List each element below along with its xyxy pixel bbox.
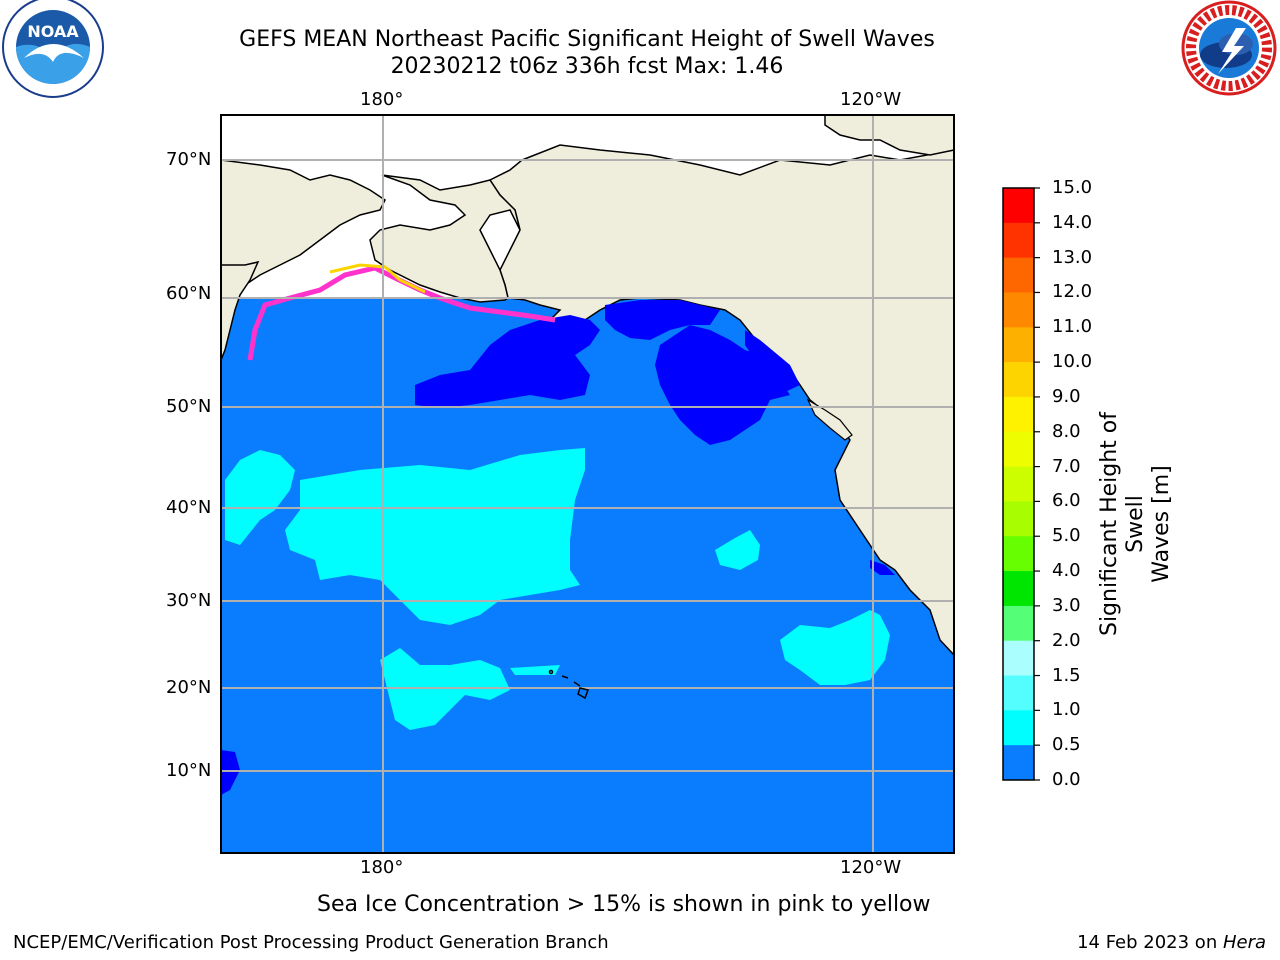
colorbar-swatch [1003, 396, 1034, 433]
colorbar-swatch [1003, 466, 1034, 502]
hawaii-islands [548, 669, 589, 700]
colorbar-frame [1002, 187, 1035, 781]
footer-host: Hera [1222, 932, 1266, 953]
colorbar [1003, 187, 1040, 781]
colorbar-tick-label: 12.0 [1052, 281, 1093, 303]
colorbar-label-line1: Significant Height of Swell [1097, 411, 1148, 637]
footer-date: 14 Feb 2023 on Hera [1077, 932, 1266, 954]
chart-title-line2: 20230212 t06z 336h fcst Max: 1.46 [390, 54, 784, 79]
colorbar-tick-label: 0.5 [1052, 734, 1081, 756]
land-alaska-west [369, 174, 521, 303]
footer-branch: NCEP/EMC/Verification Post Processing Pr… [13, 932, 609, 953]
colorbar-tick-label: 7.0 [1052, 455, 1081, 477]
footer-date-text: 14 Feb 2023 on [1077, 932, 1223, 953]
lat-label-50n: 50°N [166, 396, 212, 417]
lon-label-bottom-180: 180° [360, 857, 404, 878]
colorbar-tick-label: 4.0 [1052, 560, 1081, 582]
lat-label-60n: 60°N [166, 283, 212, 304]
colorbar-swatch [1003, 640, 1034, 677]
colorbar-swatch [1003, 362, 1034, 398]
colorbar-swatch [1003, 536, 1034, 572]
colorbar-tick-label: 2.0 [1052, 629, 1081, 651]
colorbar-swatch [1003, 501, 1034, 537]
graticule [221, 115, 954, 853]
lat-label-40n: 40°N [166, 497, 212, 518]
noaa-logo: NOAA [0, 0, 106, 100]
lon-label-bottom-120w: 120°W [840, 857, 902, 878]
lat-label-30n: 30°N [166, 590, 212, 611]
colorbar-label: Significant Height of Swell Waves [m] [1097, 400, 1175, 648]
land-kamchatka [221, 260, 260, 361]
colorbar-tick-label: 9.0 [1052, 385, 1081, 407]
colorbar-swatch [1003, 188, 1034, 224]
colorbar-tick-label: 0.0 [1052, 769, 1081, 790]
colorbar-swatch [1003, 431, 1034, 468]
colorbar-tick-label: 1.0 [1052, 699, 1081, 721]
colorbar-swatch [1003, 745, 1034, 781]
lat-label-10n: 10°N [166, 760, 212, 781]
colorbar-label-line2: Waves [m] [1149, 465, 1174, 583]
nws-logo-graphic [1181, 0, 1277, 96]
colorbar-swatch [1003, 222, 1034, 259]
colorbar-tick-label: 8.0 [1052, 420, 1081, 442]
nws-logo [1178, 0, 1280, 100]
land-vancouver-island [806, 398, 853, 441]
colorbar-swatch [1003, 605, 1034, 642]
colorbar-tick-label: 13.0 [1052, 246, 1093, 268]
colorbar-tick-label: 11.0 [1052, 316, 1093, 338]
colorbar-swatch [1003, 571, 1034, 607]
calm-patches [221, 300, 895, 795]
colorbar-swatch [1003, 675, 1034, 711]
lon-label-top-180: 180° [360, 89, 404, 110]
colorbar-swatch [1003, 292, 1034, 328]
colorbar-tick-label: 5.0 [1052, 525, 1081, 547]
swell-patches [225, 448, 890, 730]
svg-text:NOAA: NOAA [27, 22, 79, 41]
map-frame [220, 114, 955, 854]
colorbar-tick-label: 15.0 [1052, 177, 1093, 198]
sea-ice-edge-yellow [329, 263, 426, 294]
lat-label-70n: 70°N [166, 149, 212, 170]
colorbar-tick-label: 10.0 [1052, 351, 1093, 373]
noaa-logo-graphic: NOAA [2, 0, 104, 98]
colorbar-tick-label: 14.0 [1052, 211, 1093, 233]
sea-ice-edge [247, 265, 556, 361]
colorbar-swatch [1003, 710, 1034, 746]
colorbar-tick-label: 6.0 [1052, 490, 1081, 512]
colorbar-swatch [1003, 327, 1034, 363]
lon-label-top-120w: 120°W [840, 89, 902, 110]
colorbar-swatch [1003, 257, 1034, 293]
lat-label-20n: 20°N [166, 677, 212, 698]
sea-ice-note: Sea Ice Concentration > 15% is shown in … [317, 892, 931, 917]
chart-title-line1: GEFS MEAN Northeast Pacific Significant … [239, 27, 935, 52]
colorbar-tick-label: 1.5 [1052, 664, 1081, 686]
land-arctic-islands [824, 115, 954, 156]
colorbar-tick-label: 3.0 [1052, 594, 1081, 616]
